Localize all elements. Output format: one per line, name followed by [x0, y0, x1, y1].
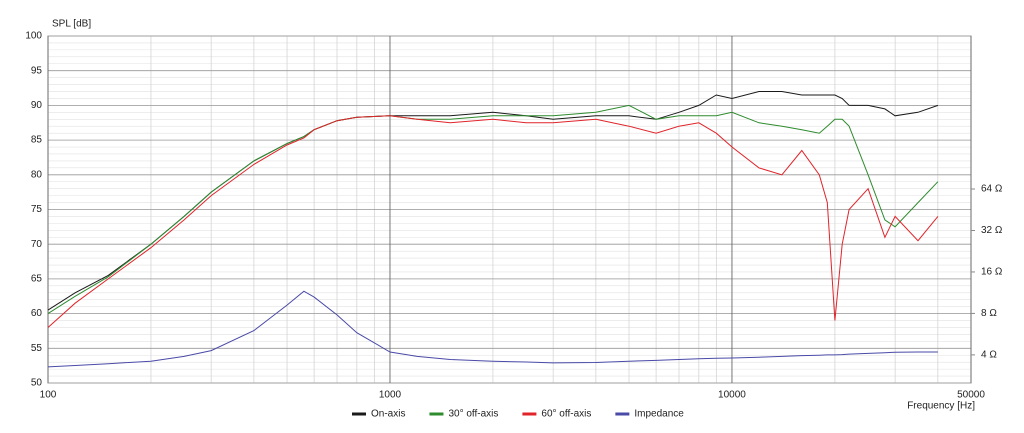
y2-tick-label: 32 Ω — [981, 225, 1003, 236]
y-axis-label: SPL [dB] — [52, 19, 91, 30]
y-tick-label: 70 — [31, 239, 43, 250]
y-tick-label: 90 — [31, 100, 43, 111]
y-tick-label: 60 — [31, 308, 43, 319]
x-tick-label: 1000 — [379, 390, 402, 401]
legend-label: 60° off-axis — [541, 409, 591, 420]
y-tick-label: 50 — [31, 378, 43, 389]
series-line — [47, 104, 939, 315]
y-tick-label: 100 — [25, 31, 42, 42]
x-tick-label: 10000 — [718, 390, 746, 401]
legend-label: 30° off-axis — [448, 409, 498, 420]
legend-label: On-axis — [371, 409, 405, 420]
y-tick-label: 55 — [31, 343, 43, 354]
x-tick-label: 100 — [40, 390, 57, 401]
series-line — [47, 115, 939, 328]
y-tick-label: 95 — [31, 65, 43, 76]
y2-tick-label: 64 Ω — [981, 184, 1003, 195]
y2-tick-label: 16 Ω — [981, 267, 1003, 278]
legend-label: Impedance — [634, 409, 684, 420]
y-tick-label: 75 — [31, 204, 43, 215]
series-line — [47, 290, 938, 368]
y2-tick-label: 8 Ω — [981, 308, 997, 319]
y-tick-label: 80 — [31, 169, 43, 180]
y-tick-label: 65 — [31, 274, 43, 285]
y-tick-label: 85 — [31, 135, 43, 146]
y2-tick-label: 4 Ω — [981, 350, 997, 361]
x-tick-label: 50000 — [957, 390, 985, 401]
x-axis-label: Frequency [Hz] — [907, 401, 975, 412]
